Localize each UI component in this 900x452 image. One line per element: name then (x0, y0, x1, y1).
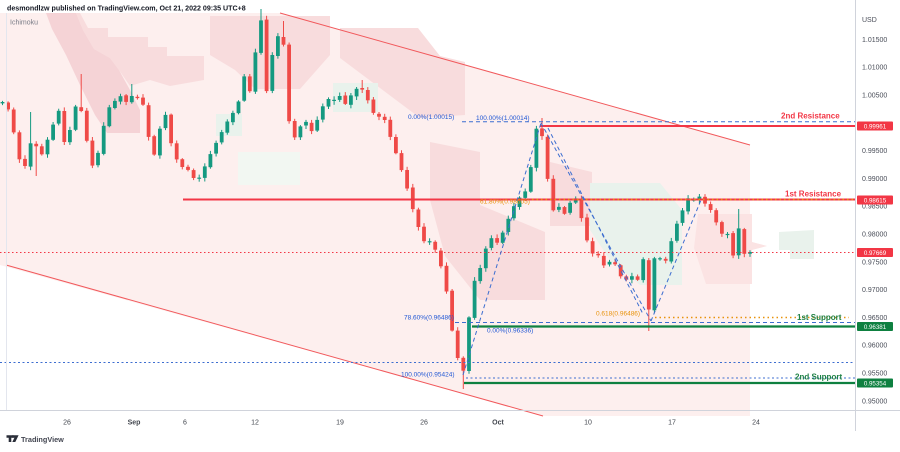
svg-text:Oct: Oct (492, 420, 504, 427)
svg-text:2nd Resistance: 2nd Resistance (781, 112, 840, 121)
svg-text:1st Support: 1st Support (797, 313, 842, 322)
svg-text:TradingView: TradingView (21, 435, 64, 444)
svg-text:61.80%(0.98605): 61.80%(0.98605) (480, 199, 530, 206)
svg-text:1st Resistance: 1st Resistance (785, 190, 842, 199)
svg-text:USD: USD (862, 17, 877, 24)
svg-text:1.01500: 1.01500 (862, 37, 887, 44)
svg-text:0.99961: 0.99961 (864, 124, 887, 131)
svg-text:0.99000: 0.99000 (862, 176, 887, 183)
svg-text:0.95354: 0.95354 (864, 381, 887, 388)
svg-text:26: 26 (420, 420, 428, 427)
svg-text:0.97500: 0.97500 (862, 259, 887, 266)
svg-text:100.00%(1.00014): 100.00%(1.00014) (476, 115, 530, 122)
svg-text:1.00500: 1.00500 (862, 93, 887, 100)
svg-text:0.95000: 0.95000 (862, 398, 887, 405)
svg-text:desmondlzw published on Tradin: desmondlzw published on TradingView.com,… (7, 5, 246, 13)
svg-text:10: 10 (584, 420, 592, 427)
svg-text:0.98500: 0.98500 (862, 204, 887, 211)
svg-text:78.60%(0.96486): 78.60%(0.96486) (404, 315, 454, 322)
svg-text:1.01000: 1.01000 (862, 65, 887, 72)
svg-text:6: 6 (183, 420, 187, 427)
svg-text:0.98000: 0.98000 (862, 232, 887, 239)
svg-text:0.96500: 0.96500 (862, 315, 887, 322)
svg-text:12: 12 (251, 420, 259, 427)
svg-text:0.00%(0.96336): 0.00%(0.96336) (487, 328, 533, 335)
svg-text:0.99500: 0.99500 (862, 148, 887, 155)
svg-text:Ichimoku: Ichimoku (10, 20, 38, 27)
svg-text:100.00%(0.95424): 100.00%(0.95424) (401, 372, 455, 379)
svg-text:0.97669: 0.97669 (864, 250, 887, 257)
svg-text:2nd Support: 2nd Support (795, 373, 842, 382)
svg-text:19: 19 (336, 420, 344, 427)
svg-text:0.98615: 0.98615 (864, 198, 887, 205)
svg-text:0.96381: 0.96381 (864, 324, 887, 331)
svg-text:0.96000: 0.96000 (862, 343, 887, 350)
svg-text:Sep: Sep (128, 420, 141, 427)
svg-text:26: 26 (63, 420, 71, 427)
svg-text:0.00%(1.00015): 0.00%(1.00015) (408, 114, 454, 121)
svg-text:0.95500: 0.95500 (862, 371, 887, 378)
svg-text:0.618(0.96486): 0.618(0.96486) (596, 311, 640, 318)
svg-text:17: 17 (668, 420, 676, 427)
svg-text:24: 24 (752, 420, 760, 427)
svg-text:0.97000: 0.97000 (862, 287, 887, 294)
